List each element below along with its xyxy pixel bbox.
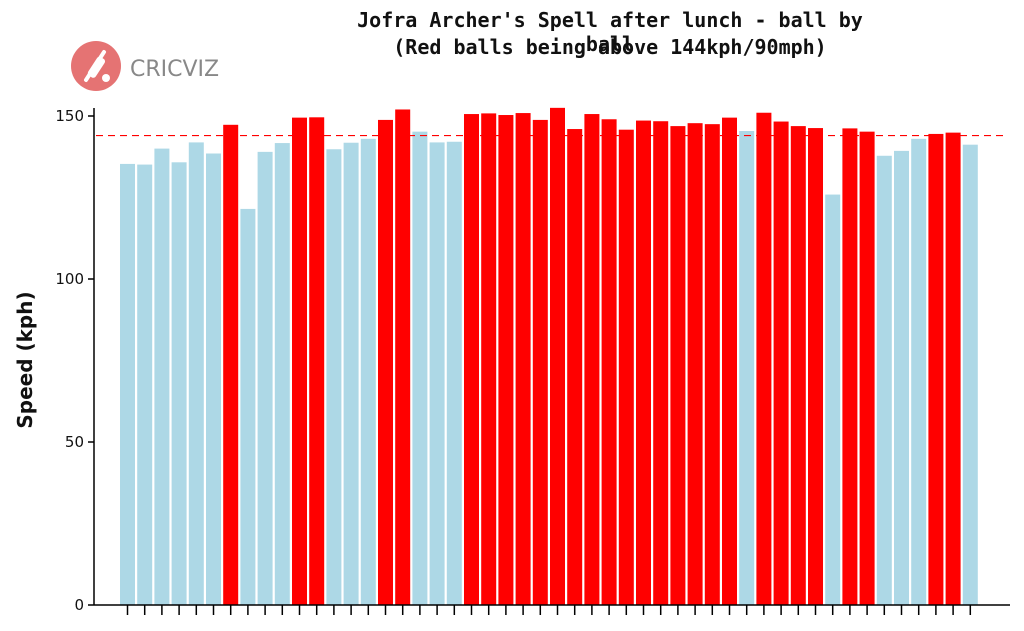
y-tick-label: 150: [55, 107, 84, 125]
bar-ball-20: [446, 141, 462, 605]
bar-ball-14: [343, 142, 359, 605]
bar-ball-48: [928, 133, 944, 605]
bar-ball-40: [790, 126, 806, 605]
bar-ball-47: [911, 138, 927, 605]
bar-ball-5: [188, 142, 204, 605]
chart-subtitle: (Red balls being above 144kph/90mph): [393, 35, 827, 59]
bar-ball-36: [722, 117, 737, 605]
bar-ball-8: [240, 208, 256, 605]
bar-ball-42: [825, 194, 841, 606]
bar-ball-46: [894, 150, 909, 605]
y-tick-label: 100: [55, 270, 84, 288]
chart-title: Jofra Archer's Spell after lunch - ball …: [357, 8, 863, 56]
bar-ball-25: [532, 119, 548, 606]
bar-ball-21: [464, 114, 479, 605]
bar-ball-35: [704, 124, 720, 606]
bar-ball-12: [309, 117, 325, 605]
bar-ball-17: [395, 109, 411, 605]
bar-ball-50: [962, 144, 978, 606]
bar-ball-6: [206, 153, 221, 606]
bar-ball-4: [171, 162, 187, 606]
bar-ball-38: [756, 112, 772, 606]
bar-ball-30: [618, 129, 634, 605]
bar-ball-43: [842, 128, 858, 605]
bar-ball-32: [653, 121, 669, 605]
bar-ball-9: [257, 151, 273, 606]
y-tick-label: 0: [74, 596, 84, 614]
axes-group: 0 50 100 150: [55, 107, 1010, 615]
bar-ball-41: [808, 128, 823, 605]
bar-ball-29: [601, 119, 617, 605]
bar-ball-33: [670, 126, 686, 605]
y-tick-label: 50: [65, 433, 84, 451]
bar-ball-31: [636, 120, 651, 606]
bar-ball-45: [876, 155, 892, 605]
bars-group: [120, 107, 978, 606]
cricviz-logo: CRICVIZ: [70, 40, 230, 96]
bar-ball-13: [326, 149, 342, 605]
bar-ball-49: [945, 132, 961, 605]
bar-ball-22: [481, 113, 497, 605]
bar-ball-44: [859, 131, 875, 605]
bar-ball-19: [429, 142, 445, 605]
bar-ball-24: [515, 113, 531, 605]
bar-ball-2: [137, 164, 153, 605]
bar-ball-16: [378, 119, 393, 606]
bar-ball-28: [584, 114, 600, 605]
bar-ball-39: [773, 121, 789, 606]
bar-ball-37: [739, 130, 755, 605]
bar-ball-18: [412, 131, 428, 605]
logo-text: CRICVIZ: [130, 57, 219, 82]
bar-ball-15: [360, 138, 376, 605]
bar-ball-27: [567, 129, 583, 606]
bar-ball-1: [120, 163, 135, 605]
bar-ball-23: [498, 115, 514, 605]
bar-ball-26: [550, 107, 565, 605]
bar-ball-7: [223, 124, 239, 605]
bar-ball-34: [687, 123, 703, 605]
bar-ball-11: [292, 117, 307, 605]
bar-ball-3: [154, 148, 170, 605]
bar-ball-10: [274, 143, 290, 606]
